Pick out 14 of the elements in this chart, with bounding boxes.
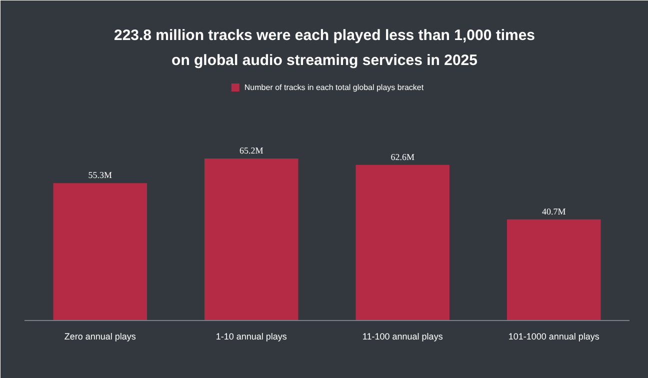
bar [356, 164, 450, 320]
legend-label: Number of tracks in each total global plays bracket [244, 82, 424, 92]
bar [53, 183, 148, 320]
data-label: 55.3M [88, 170, 112, 180]
bar [204, 158, 298, 320]
x-tick-label: 1-10 annual plays [216, 332, 288, 342]
x-tick-label: 11-100 annual plays [362, 332, 444, 342]
chart-title: 223.8 million tracks were each played less than 1,000 times on global audio streaming services in 2025 [114, 27, 536, 69]
bar [506, 219, 601, 320]
data-label: 40.7M [542, 206, 566, 216]
x-tick-label: Zero annual plays [64, 332, 136, 342]
x-tick-label: 101-1000 annual plays [508, 332, 600, 342]
data-label: 65.2M [240, 145, 264, 156]
data-label: 62.6M [390, 152, 415, 162]
